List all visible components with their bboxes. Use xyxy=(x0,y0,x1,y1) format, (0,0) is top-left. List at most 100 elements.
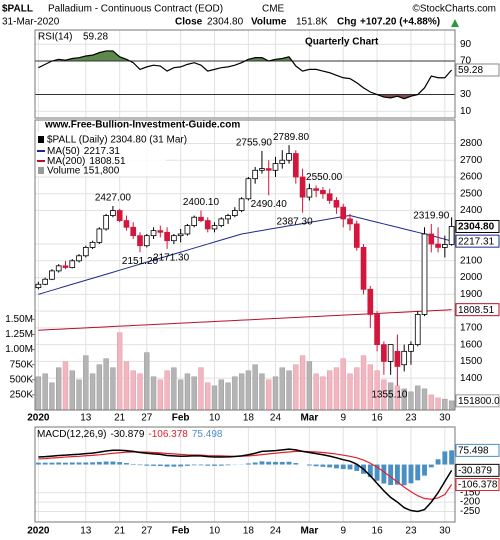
credit: ©StockCharts.com xyxy=(412,4,496,15)
candle-body xyxy=(387,344,394,362)
volume-tick-label: 1.25M xyxy=(5,329,33,340)
candle-body xyxy=(448,226,455,245)
y-tick-label: 2000 xyxy=(460,272,483,283)
x-tick-label: 9 xyxy=(340,526,346,537)
volume-bar xyxy=(232,376,238,411)
histogram-bar xyxy=(442,451,448,465)
panel-title: MACD(12,26,9) -30.879 -106.378 75.498 xyxy=(37,429,223,440)
histogram-bar xyxy=(124,463,129,465)
volume-bar xyxy=(83,355,89,411)
price-annotation: 2490.40 xyxy=(251,199,288,210)
legend-name: MA(50) xyxy=(47,146,80,157)
price-annotation: 2171.30 xyxy=(153,252,190,263)
histogram-bar xyxy=(252,462,258,465)
volume-bar xyxy=(448,400,455,411)
candle-body xyxy=(333,200,340,208)
y-tick-label: 10 xyxy=(460,106,472,117)
volume-bar xyxy=(238,373,245,411)
candle-body xyxy=(259,168,265,171)
last-value-label: 2304.80 xyxy=(458,222,495,233)
price-annotation: 2151.20 xyxy=(122,256,159,267)
candle-body xyxy=(360,246,367,290)
price-annotation: 2755.90 xyxy=(236,138,273,149)
candle-body xyxy=(157,230,164,233)
x-tick-label: 30 xyxy=(439,413,451,424)
volume-bar xyxy=(137,373,143,411)
legend-entry: $PALL (Daily) 2304.80 (31 Mar) xyxy=(47,135,187,146)
histogram-bar xyxy=(354,464,360,471)
x-tick-label: 23 xyxy=(405,526,417,537)
histogram-bar xyxy=(205,464,211,466)
x-tick-label: 10 xyxy=(209,413,221,424)
y-tick-label: 90 xyxy=(460,39,472,50)
histogram-bar xyxy=(381,464,387,484)
histogram-bar xyxy=(367,464,373,478)
price-annotation: 2550.00 xyxy=(306,172,343,183)
volume-bar xyxy=(171,367,177,411)
y-tick-label: -200 xyxy=(460,497,480,508)
y-tick-label: 1500 xyxy=(460,356,483,367)
candle-body xyxy=(245,178,252,200)
histogram-bar xyxy=(435,459,441,465)
histogram-bar xyxy=(334,464,339,469)
volume-bar xyxy=(191,376,197,411)
x-tick-label: 21 xyxy=(114,526,126,537)
legend-value: 75.498 xyxy=(192,429,223,440)
macd-line xyxy=(38,448,453,513)
volume-bar xyxy=(177,379,184,411)
overbought-fill xyxy=(51,50,293,62)
y-tick-label: 2600 xyxy=(460,172,483,183)
y-tick-label: 70 xyxy=(460,56,472,67)
legend-entry: Volume 151,800 xyxy=(47,166,120,177)
price-annotation: 2789.80 xyxy=(273,132,310,143)
candle-body xyxy=(401,350,408,366)
last-value-label: 1808.51 xyxy=(458,305,495,316)
candle-body xyxy=(62,265,69,268)
legend-value: -106.378 xyxy=(148,429,188,440)
y-tick-label: 1900 xyxy=(460,289,483,300)
volume-bar xyxy=(252,364,258,411)
volume-bar xyxy=(299,355,306,411)
candle-body xyxy=(435,243,441,248)
candle-body xyxy=(35,283,42,289)
x-tick-label: Mar xyxy=(300,526,318,537)
histogram-bar xyxy=(449,450,455,465)
x-tick-label: 24 xyxy=(270,413,282,424)
candle-body xyxy=(150,230,157,237)
candle-body xyxy=(313,188,319,191)
volume-bar xyxy=(279,367,285,411)
candle-body xyxy=(171,235,177,242)
candle-body xyxy=(103,215,109,230)
volume-bar xyxy=(205,382,211,411)
last-value-label: 59.28 xyxy=(458,65,483,76)
volume-bar xyxy=(49,382,55,411)
x-tick-label: 16 xyxy=(372,413,384,424)
exchange: CME xyxy=(262,4,285,15)
last-value-box xyxy=(455,303,500,317)
volume-bar xyxy=(211,385,218,411)
histogram-bar xyxy=(184,464,190,466)
histogram-bar xyxy=(96,461,102,465)
histogram-bar xyxy=(401,464,407,486)
volume-bar xyxy=(245,370,252,411)
candle-body xyxy=(272,163,279,171)
histogram-bar xyxy=(394,464,400,485)
price-annotation: 2319.90 xyxy=(413,211,450,222)
volume-tick-label: 1.50M xyxy=(5,314,33,325)
y-tick-label: 30 xyxy=(460,89,472,100)
x-tick-label: 24 xyxy=(270,526,282,537)
last-value-box xyxy=(455,234,500,248)
histogram-bar xyxy=(259,461,265,465)
volume-bar xyxy=(225,382,231,411)
candle-body xyxy=(177,233,184,237)
price-annotation: 1355.10 xyxy=(371,389,408,400)
volume-tick-label: 500K xyxy=(10,374,34,385)
x-tick-label: 27 xyxy=(141,413,153,424)
x-tick-label: 21 xyxy=(114,413,126,424)
x-tick-label: 16 xyxy=(372,526,384,537)
volume-bar xyxy=(157,379,164,411)
y-tick-label: -150 xyxy=(460,487,480,498)
candle-body xyxy=(292,153,299,178)
candle-body xyxy=(143,235,150,247)
